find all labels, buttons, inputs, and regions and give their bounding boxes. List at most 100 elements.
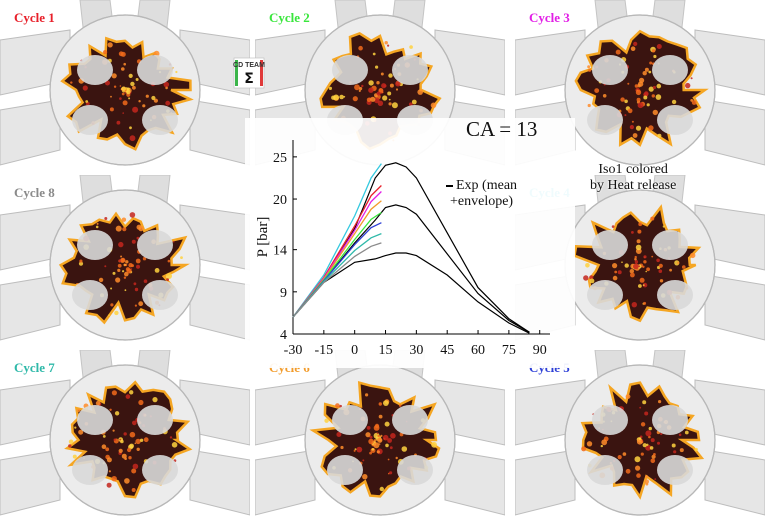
- valve-lobe: [137, 55, 173, 85]
- heat-release-spot: [129, 126, 132, 130]
- cycle-3-label: Cycle 3: [529, 10, 570, 25]
- heat-release-spot: [116, 120, 121, 125]
- heat-release-spot: [674, 260, 680, 266]
- cycle-1-label: Cycle 1: [14, 10, 55, 25]
- heat-release-spot: [122, 227, 127, 232]
- heat-release-spot: [376, 450, 380, 454]
- heat-release-spot: [354, 84, 360, 91]
- heat-release-spot: [375, 65, 379, 69]
- heat-release-spot: [129, 135, 136, 142]
- heat-release-spot: [110, 287, 113, 290]
- heat-release-spot: [352, 96, 358, 102]
- heat-release-spot: [622, 452, 627, 456]
- heat-release-spot: [629, 125, 634, 130]
- heat-release-spot: [132, 463, 139, 470]
- cycle-1-render: [0, 0, 250, 166]
- heat-release-spot: [642, 443, 647, 448]
- heat-release-spot: [121, 217, 127, 222]
- heat-release-spot: [166, 278, 170, 281]
- heat-release-spot: [387, 458, 390, 461]
- heat-release-spot: [119, 438, 122, 441]
- heat-release-spot: [380, 72, 384, 76]
- heat-release-spot: [104, 265, 107, 268]
- heat-release-spot: [650, 438, 655, 443]
- heat-release-spot: [585, 263, 590, 268]
- heat-release-spot: [395, 88, 399, 91]
- heat-release-spot: [594, 88, 600, 93]
- heat-release-spot: [373, 432, 380, 439]
- heat-release-spot: [131, 488, 136, 492]
- heat-release-spot: [612, 263, 618, 269]
- heat-release-spot: [388, 73, 393, 78]
- legend-line-2: +envelope): [450, 194, 514, 209]
- heat-release-spot: [583, 275, 589, 281]
- heat-release-spot: [382, 434, 389, 441]
- heat-release-spot: [120, 255, 123, 258]
- heat-release-spot: [125, 394, 131, 399]
- heat-release-spot: [391, 102, 398, 109]
- heat-release-spot: [643, 255, 647, 259]
- legend-dash-icon: [446, 184, 453, 187]
- heat-release-spot: [118, 241, 124, 248]
- heat-release-spot: [117, 268, 121, 272]
- iso-surface-caption: Iso1 colored by Heat release: [590, 162, 676, 194]
- heat-release-spot: [122, 270, 125, 273]
- heat-release-spot: [650, 458, 656, 464]
- heat-release-spot: [121, 67, 125, 71]
- heat-release-spot: [121, 92, 125, 96]
- heat-release-spot: [634, 456, 641, 463]
- heat-release-spot: [115, 225, 122, 232]
- heat-release-spot: [644, 479, 649, 484]
- heat-release-spot: [614, 270, 618, 274]
- pressure-chart: -30 -15 0 15 30 45 60 75 90 4 9 14 20 25 P [bar]: [245, 118, 575, 368]
- heat-release-spot: [335, 403, 340, 408]
- heat-release-spot: [106, 457, 112, 463]
- valve-lobe: [392, 405, 428, 435]
- heat-release-spot: [646, 267, 650, 272]
- heat-release-spot: [656, 83, 662, 89]
- valve-lobe: [72, 105, 108, 135]
- heat-release-spot: [114, 411, 120, 416]
- heat-release-spot: [365, 393, 369, 397]
- heat-release-spot: [136, 224, 142, 230]
- intake-port: [704, 449, 765, 516]
- heat-release-spot: [600, 444, 603, 448]
- heat-release-spot: [383, 400, 389, 406]
- heat-release-spot: [114, 310, 119, 316]
- heat-release-spot: [659, 279, 664, 283]
- heat-release-spot: [682, 265, 686, 269]
- heat-release-spot: [643, 95, 648, 100]
- heat-release-spot: [95, 400, 101, 406]
- heat-release-spot: [636, 97, 641, 102]
- heat-release-spot: [648, 426, 652, 431]
- heat-release-spot: [373, 425, 380, 431]
- heat-release-spot: [362, 459, 365, 462]
- heat-release-spot: [128, 456, 132, 460]
- heat-release-spot: [131, 239, 136, 244]
- cycle-2-panel: Cycle 2: [255, 0, 505, 170]
- heat-release-spot: [109, 107, 114, 112]
- heat-release-spot: [165, 100, 171, 106]
- heat-release-spot: [657, 441, 660, 445]
- heat-release-spot: [588, 68, 592, 72]
- heat-release-spot: [387, 44, 390, 47]
- heat-release-spot: [132, 420, 137, 426]
- heat-release-spot: [645, 270, 647, 273]
- intake-port: [0, 99, 61, 166]
- heat-release-spot: [128, 97, 131, 100]
- heat-release-spot: [633, 263, 639, 270]
- heat-release-spot: [339, 94, 344, 100]
- valve-lobe: [652, 230, 688, 260]
- heat-release-spot: [654, 478, 657, 480]
- valve-lobe: [77, 230, 113, 260]
- heat-release-spot: [627, 108, 633, 114]
- heat-release-spot: [658, 269, 663, 273]
- heat-release-spot: [139, 438, 144, 442]
- heat-release-spot: [631, 302, 637, 308]
- exp-upper-curve: [292, 162, 530, 333]
- heat-release-spot: [111, 476, 117, 482]
- heat-release-spot: [124, 271, 129, 277]
- heat-release-spot: [77, 408, 81, 412]
- heat-release-spot: [411, 99, 417, 105]
- pressure-chart-svg: -30 -15 0 15 30 45 60 75 90 4 9 14 20 25 P [bar]: [255, 140, 550, 358]
